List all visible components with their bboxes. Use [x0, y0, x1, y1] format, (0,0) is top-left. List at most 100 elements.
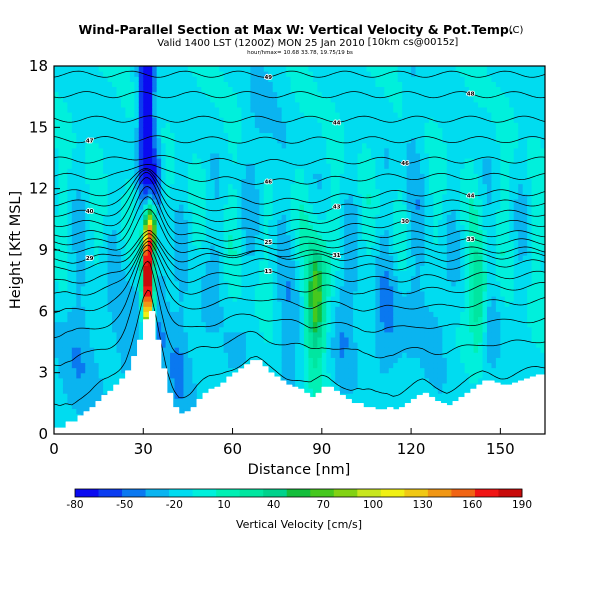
heatmap-cell — [241, 285, 247, 292]
heatmap-cell — [326, 214, 332, 220]
heatmap-cell — [272, 147, 278, 154]
heatmap-cell — [353, 91, 359, 98]
heatmap-cell — [187, 255, 193, 261]
heatmap-cell — [178, 260, 185, 266]
heatmap-cell — [237, 81, 243, 88]
heatmap-cell — [321, 66, 327, 72]
heatmap-cell — [62, 398, 68, 404]
heatmap-cell — [80, 101, 86, 108]
heatmap-cell — [272, 188, 278, 195]
heatmap-cell — [326, 142, 332, 149]
heatmap-cell — [134, 106, 140, 113]
heatmap-cell — [272, 178, 278, 185]
heatmap-cell — [205, 91, 211, 98]
heatmap-cell — [152, 137, 158, 144]
heatmap-cell — [138, 260, 144, 266]
heatmap-cell — [201, 382, 207, 389]
heatmap-cell — [71, 101, 77, 108]
heatmap-cell — [165, 290, 171, 297]
heatmap-cell — [268, 280, 274, 287]
heatmap-cell — [85, 362, 91, 369]
heatmap-cell — [254, 285, 260, 292]
heatmap-cell — [348, 393, 354, 399]
heatmap-cell — [250, 209, 256, 215]
heatmap-cell — [85, 357, 91, 364]
heatmap-cell — [58, 255, 64, 261]
heatmap-cell — [67, 132, 73, 139]
heatmap-cell — [295, 352, 301, 358]
heatmap-cell — [62, 321, 68, 328]
heatmap-cell — [187, 127, 193, 134]
heatmap-cell — [277, 193, 283, 200]
heatmap-cell — [116, 91, 122, 98]
heatmap-cell — [183, 142, 189, 149]
heatmap-cell — [254, 117, 260, 123]
heatmap-cell — [348, 112, 354, 118]
heatmap-cell — [138, 239, 144, 246]
heatmap-cell — [161, 326, 167, 333]
heatmap-cell — [201, 372, 207, 379]
heatmap-cell — [165, 219, 171, 226]
heatmap-cell — [219, 244, 225, 251]
heatmap-cell — [134, 117, 140, 123]
heatmap-cell — [326, 163, 332, 169]
heatmap-cell — [335, 71, 341, 77]
heatmap-cell — [317, 362, 323, 369]
heatmap-cell — [219, 290, 225, 297]
heatmap-cell — [223, 142, 229, 149]
heatmap-cell — [54, 178, 60, 185]
heatmap-cell — [161, 357, 167, 364]
heatmap-cell — [58, 285, 64, 292]
heatmap-cell — [210, 91, 216, 98]
heatmap-cell — [143, 71, 149, 77]
heatmap-cell — [330, 296, 336, 302]
heatmap-cell — [299, 214, 305, 220]
heatmap-cell — [152, 76, 158, 82]
heatmap-cell — [312, 188, 318, 195]
heatmap-cell — [223, 214, 229, 220]
heatmap-cell — [174, 403, 180, 410]
heatmap-cell — [219, 285, 225, 292]
heatmap-cell — [317, 244, 323, 251]
heatmap-cell — [317, 342, 323, 348]
heatmap-cell — [85, 132, 91, 139]
heatmap-cell — [272, 112, 278, 118]
heatmap-cell — [272, 204, 278, 210]
heatmap-cell — [232, 178, 238, 185]
heatmap-cell — [67, 255, 73, 261]
heatmap-cell — [254, 234, 260, 241]
heatmap-cell — [85, 275, 91, 282]
heatmap-cell — [277, 250, 283, 256]
heatmap-cell — [250, 301, 256, 307]
heatmap-cell — [58, 101, 64, 108]
heatmap-cell — [76, 311, 82, 318]
heatmap-cell — [348, 382, 354, 389]
heatmap-cell — [94, 290, 100, 297]
heatmap-cell — [170, 285, 176, 292]
heatmap-cell — [165, 244, 171, 251]
heatmap-cell — [116, 250, 122, 256]
heatmap-cell — [58, 418, 64, 425]
heatmap-cell — [107, 260, 113, 266]
heatmap-cell — [98, 132, 104, 139]
heatmap-cell — [112, 285, 118, 292]
heatmap-cell — [98, 173, 104, 180]
heatmap-cell — [303, 352, 310, 358]
heatmap-cell — [259, 275, 265, 282]
heatmap-cell — [103, 209, 109, 215]
heatmap-cell — [361, 367, 368, 374]
heatmap-cell — [290, 71, 296, 77]
heatmap-cell — [277, 275, 283, 282]
heatmap-cell — [299, 132, 305, 139]
heatmap-cell — [245, 250, 251, 256]
heatmap-cell — [330, 178, 336, 185]
heatmap-cell — [295, 106, 301, 113]
heatmap-cell — [85, 270, 91, 277]
heatmap-cell — [112, 260, 118, 266]
heatmap-cell — [138, 214, 144, 220]
heatmap-cell — [94, 270, 100, 277]
heatmap-cell — [98, 112, 104, 118]
heatmap-cell — [134, 122, 140, 128]
heatmap-cell — [326, 106, 332, 113]
heatmap-cell — [308, 301, 314, 307]
